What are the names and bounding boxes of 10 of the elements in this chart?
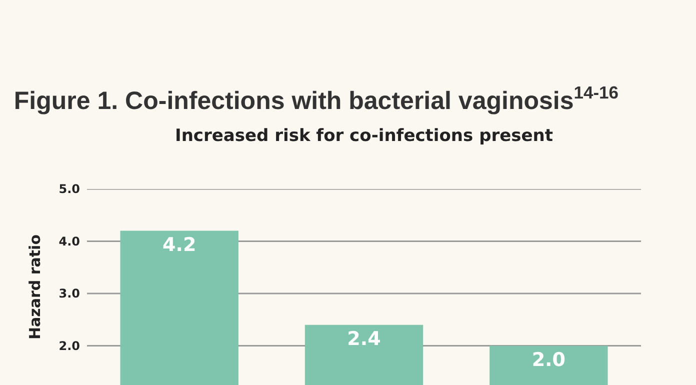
chart-subtitle: Increased risk for co-infections present	[175, 126, 554, 146]
chart-title: Figure 1. Co-infections with bacterial vaginosis$^{14-16}$	[14, 82, 619, 115]
y-tick-label: 5.0	[58, 182, 80, 196]
y-tick-label: 3.0	[58, 286, 80, 301]
data-label: 2.4	[347, 328, 381, 350]
y-tick-label: 4.0	[58, 234, 80, 248]
y-tick-label: 2.0	[58, 339, 80, 353]
data-label: 2.0	[532, 348, 566, 371]
data-label: 4.2	[162, 234, 196, 256]
y-axis-title: Hazard ratio	[26, 234, 44, 340]
